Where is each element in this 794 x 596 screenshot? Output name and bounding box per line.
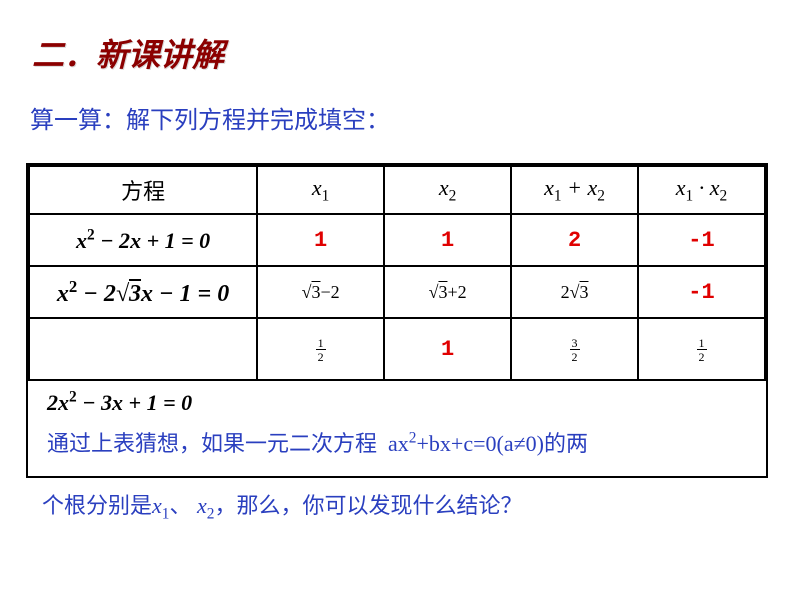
equation-cell: x2 − 2x + 1 = 0 xyxy=(29,214,257,266)
table-row: 12 1 32 12 xyxy=(29,318,765,380)
col-prod: x1 · x2 xyxy=(638,166,765,214)
equation-cell xyxy=(29,318,257,380)
prod-cell: -1 xyxy=(638,214,765,266)
col-sum: x1 + x2 xyxy=(511,166,638,214)
section-heading: 二．新课讲解 xyxy=(0,0,794,76)
table-header-row: 方程 x1 x2 x1 + x2 x1 · x2 xyxy=(29,166,765,214)
sum-cell: 32 xyxy=(511,318,638,380)
prod-cell: -1 xyxy=(638,266,765,318)
col-x2: x2 xyxy=(384,166,511,214)
table-row: 2x2 − 3x + 1 = 0 通过上表猜想，如果一元二次方程 ax2+bx+… xyxy=(29,380,765,476)
x1-cell: 12 xyxy=(257,318,384,380)
col-x1: x1 xyxy=(257,166,384,214)
equation-table: 方程 x1 x2 x1 + x2 x1 · x2 x2 − 2x + 1 = 0… xyxy=(26,163,768,478)
equation-cell: x2 − 2√3x − 1 = 0 xyxy=(29,266,257,318)
x2-cell: 1 xyxy=(384,318,511,380)
x2-cell: 1 xyxy=(384,214,511,266)
sum-cell: 2√3 xyxy=(511,266,638,318)
col-equation: 方程 xyxy=(29,166,257,214)
conjecture-text-line1: 通过上表猜想，如果一元二次方程 ax2+bx+c=0(a≠0)的两 xyxy=(47,426,765,458)
x2-cell: √3+2 xyxy=(384,266,511,318)
conjecture-text-line2: 个根分别是x1、 x2，那么，你可以发现什么结论？ xyxy=(0,478,794,527)
table-row: x2 − 2√3x − 1 = 0 √3−2 √3+2 2√3 -1 xyxy=(29,266,765,318)
prod-cell: 12 xyxy=(638,318,765,380)
x1-cell: √3−2 xyxy=(257,266,384,318)
equation-cell: 2x2 − 3x + 1 = 0 xyxy=(47,389,765,426)
x1-cell: 1 xyxy=(257,214,384,266)
section-subtitle: 算一算：解下列方程并完成填空： xyxy=(0,76,794,135)
table-row: x2 − 2x + 1 = 0 1 1 2 -1 xyxy=(29,214,765,266)
sum-cell: 2 xyxy=(511,214,638,266)
